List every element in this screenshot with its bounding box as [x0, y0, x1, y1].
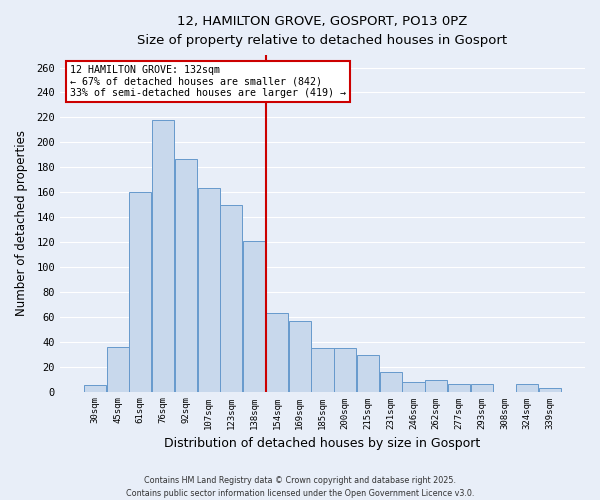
Bar [107, 346, 128, 392]
Bar [152, 120, 174, 392]
Bar [84, 386, 106, 392]
Bar [243, 241, 265, 392]
Bar [516, 384, 538, 392]
Text: Contains HM Land Registry data © Crown copyright and database right 2025.
Contai: Contains HM Land Registry data © Crown c… [126, 476, 474, 498]
Bar [448, 384, 470, 392]
Bar [175, 158, 197, 392]
Bar [357, 356, 379, 392]
Y-axis label: Number of detached properties: Number of detached properties [15, 130, 28, 316]
Bar [220, 204, 242, 392]
Bar [311, 348, 334, 392]
Bar [334, 348, 356, 392]
Bar [471, 384, 493, 392]
Bar [197, 188, 220, 392]
Bar [380, 372, 402, 392]
Bar [403, 382, 425, 392]
Title: 12, HAMILTON GROVE, GOSPORT, PO13 0PZ
Size of property relative to detached hous: 12, HAMILTON GROVE, GOSPORT, PO13 0PZ Si… [137, 15, 508, 47]
Bar [539, 388, 561, 392]
Bar [130, 192, 151, 392]
Text: 12 HAMILTON GROVE: 132sqm
← 67% of detached houses are smaller (842)
33% of semi: 12 HAMILTON GROVE: 132sqm ← 67% of detac… [70, 65, 346, 98]
X-axis label: Distribution of detached houses by size in Gosport: Distribution of detached houses by size … [164, 437, 481, 450]
Bar [425, 380, 448, 392]
Bar [266, 313, 288, 392]
Bar [289, 320, 311, 392]
